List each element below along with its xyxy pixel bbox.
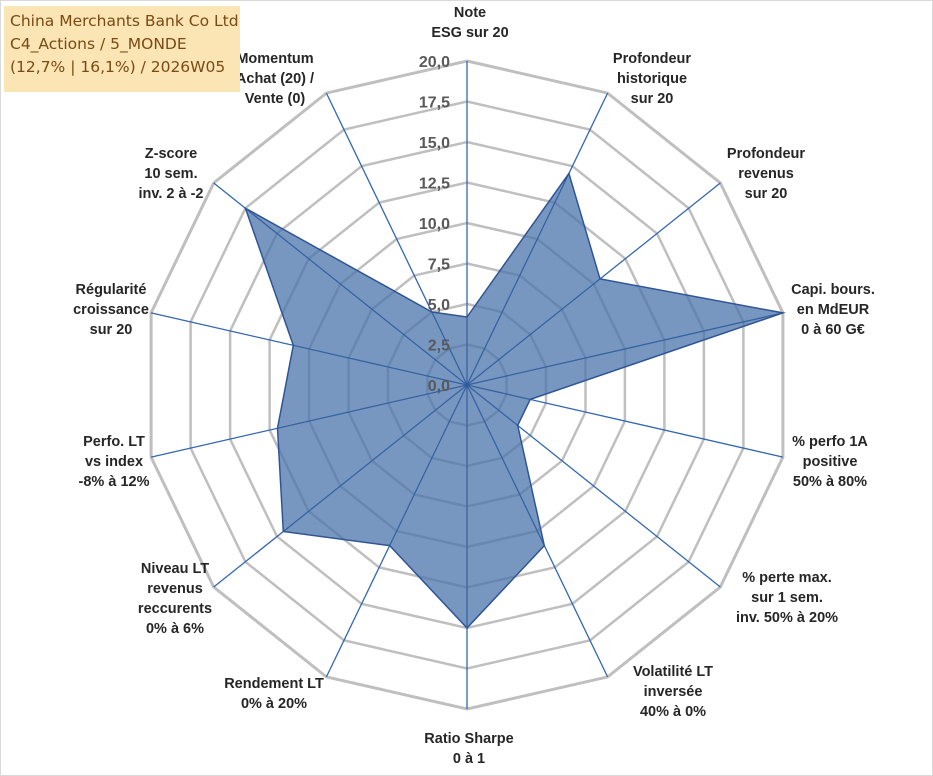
axis-label-line: ESG sur 20	[431, 25, 508, 41]
axis-label-line: Profondeur	[613, 51, 691, 67]
axis-label: Profondeur historique sur 20	[613, 51, 691, 107]
axis-label-line: 50% à 80%	[793, 474, 867, 490]
axis-label-layer: Note ESG sur 20 Profondeur historique sur 20…	[73, 5, 875, 767]
tick-label: 5,0	[428, 297, 450, 314]
axis-label-line: 0% à 6%	[146, 621, 204, 637]
axis-label-line: Momentum	[236, 51, 313, 67]
axis-label-line: Perfo. LT	[83, 434, 145, 450]
portfolio-category: C4_Actions / 5_MONDE	[10, 35, 187, 53]
axis-label-line: Note	[454, 5, 486, 21]
axis-label-line: Niveau LT	[141, 561, 209, 577]
tick-label: 2,5	[428, 338, 450, 355]
axis-label: Ratio Sharpe 0 à 1	[424, 731, 513, 767]
series-spoke	[466, 384, 545, 546]
tick-layer: 0,0 2,5 5,0 7,5 10,0 12,5 15,0 17,5 20,0	[419, 54, 450, 395]
axis-label-line: revenus	[147, 581, 203, 597]
axis-label-line: sur 20	[90, 322, 133, 338]
series-area	[244, 171, 786, 630]
axis-label-line: % perfo 1A	[792, 434, 868, 450]
axis-label-line: % perte max.	[742, 570, 831, 586]
axis-label-line: Ratio Sharpe	[424, 731, 513, 747]
axis-label-line: en MdEUR	[797, 302, 870, 318]
series-spoke	[466, 173, 570, 386]
axis-label: Régularité croissance sur 20	[73, 282, 149, 338]
series-spoke	[466, 278, 601, 386]
axis-label-line: 0 à 1	[453, 751, 485, 767]
series-spoke	[277, 384, 468, 429]
series-spoke	[466, 312, 784, 386]
axis-label: Rendement LT 0% à 20%	[224, 676, 324, 712]
axis-label: % perfo 1A positive 50% à 80%	[792, 434, 868, 490]
axis-label-line: sur 20	[631, 91, 674, 107]
axis-label: Profondeur revenus sur 20	[727, 146, 805, 202]
tick-label: 10,0	[419, 216, 450, 233]
axis-label: % perte max. sur 1 sem. inv. 50% à 20%	[736, 570, 838, 626]
series-spoke	[466, 384, 519, 426]
axis-label-line: inversée	[644, 684, 703, 700]
axis-label: Niveau LT revenus reccurents 0% à 6%	[138, 561, 212, 637]
axis-label-line: -8% à 12%	[79, 474, 150, 490]
axis-label-line: historique	[617, 71, 687, 87]
axis-label-line: 10 sem.	[144, 166, 197, 182]
series-layer	[244, 171, 786, 630]
axis-label-line: inv. 2 à -2	[138, 186, 203, 202]
tick-label: 12,5	[419, 176, 450, 193]
axis-label-line: inv. 50% à 20%	[736, 610, 838, 626]
series-spoke	[431, 311, 468, 386]
axis-label-line: positive	[803, 454, 858, 470]
axis-label: Note ESG sur 20	[431, 5, 508, 41]
axis-label-line: Volatilité LT	[633, 664, 713, 680]
axis-label-line: croissance	[73, 302, 149, 318]
series-spoke	[293, 344, 468, 386]
axis-label-line: Profondeur	[727, 146, 805, 162]
series-spoke	[245, 207, 468, 386]
axis-label-line: reccurents	[138, 601, 212, 617]
axis-label-line: revenus	[738, 166, 794, 182]
tick-label: 7,5	[428, 257, 450, 274]
axis-label-line: sur 20	[745, 186, 788, 202]
axis-label-line: 0 à 60 G€	[801, 322, 865, 338]
series-spoke	[466, 384, 531, 400]
axis-label-line: vs index	[85, 454, 143, 470]
axis-label-line: 0% à 20%	[241, 696, 307, 712]
series-spoke	[389, 384, 468, 546]
axis-label-line: Z-score	[145, 146, 197, 162]
tick-label: 15,0	[419, 135, 450, 152]
axis-label-line: Rendement LT	[224, 676, 324, 692]
axis-label-line: Vente (0)	[245, 91, 306, 107]
axis-label: Perfo. LT vs index -8% à 12%	[79, 434, 150, 490]
axis-label-line: Achat (20) /	[236, 71, 314, 87]
axis-label-line: 40% à 0%	[640, 704, 706, 720]
performance-period: (12,7% | 16,1%) / 2026W05	[10, 58, 226, 76]
tick-label: 20,0	[419, 54, 450, 71]
axis-label: Capi. bours. en MdEUR 0 à 60 G€	[791, 282, 875, 338]
series-spoke	[282, 384, 468, 532]
axis-label: Z-score 10 sem. inv. 2 à -2	[138, 146, 203, 202]
company-name: China Merchants Bank Co Ltd	[10, 12, 239, 30]
axis-label-line: Capi. bours.	[791, 282, 875, 298]
axis-label-line: sur 1 sem.	[751, 590, 823, 606]
chart-title-box: China Merchants Bank Co Ltd C4_Actions /…	[4, 6, 240, 92]
tick-label: 0,0	[428, 378, 450, 395]
axis-label: Volatilité LT inversée 40% à 0%	[633, 664, 713, 720]
tick-label: 17,5	[419, 95, 450, 112]
axis-label: Momentum Achat (20) / Vente (0)	[236, 51, 314, 107]
axis-label-line: Régularité	[76, 282, 147, 298]
